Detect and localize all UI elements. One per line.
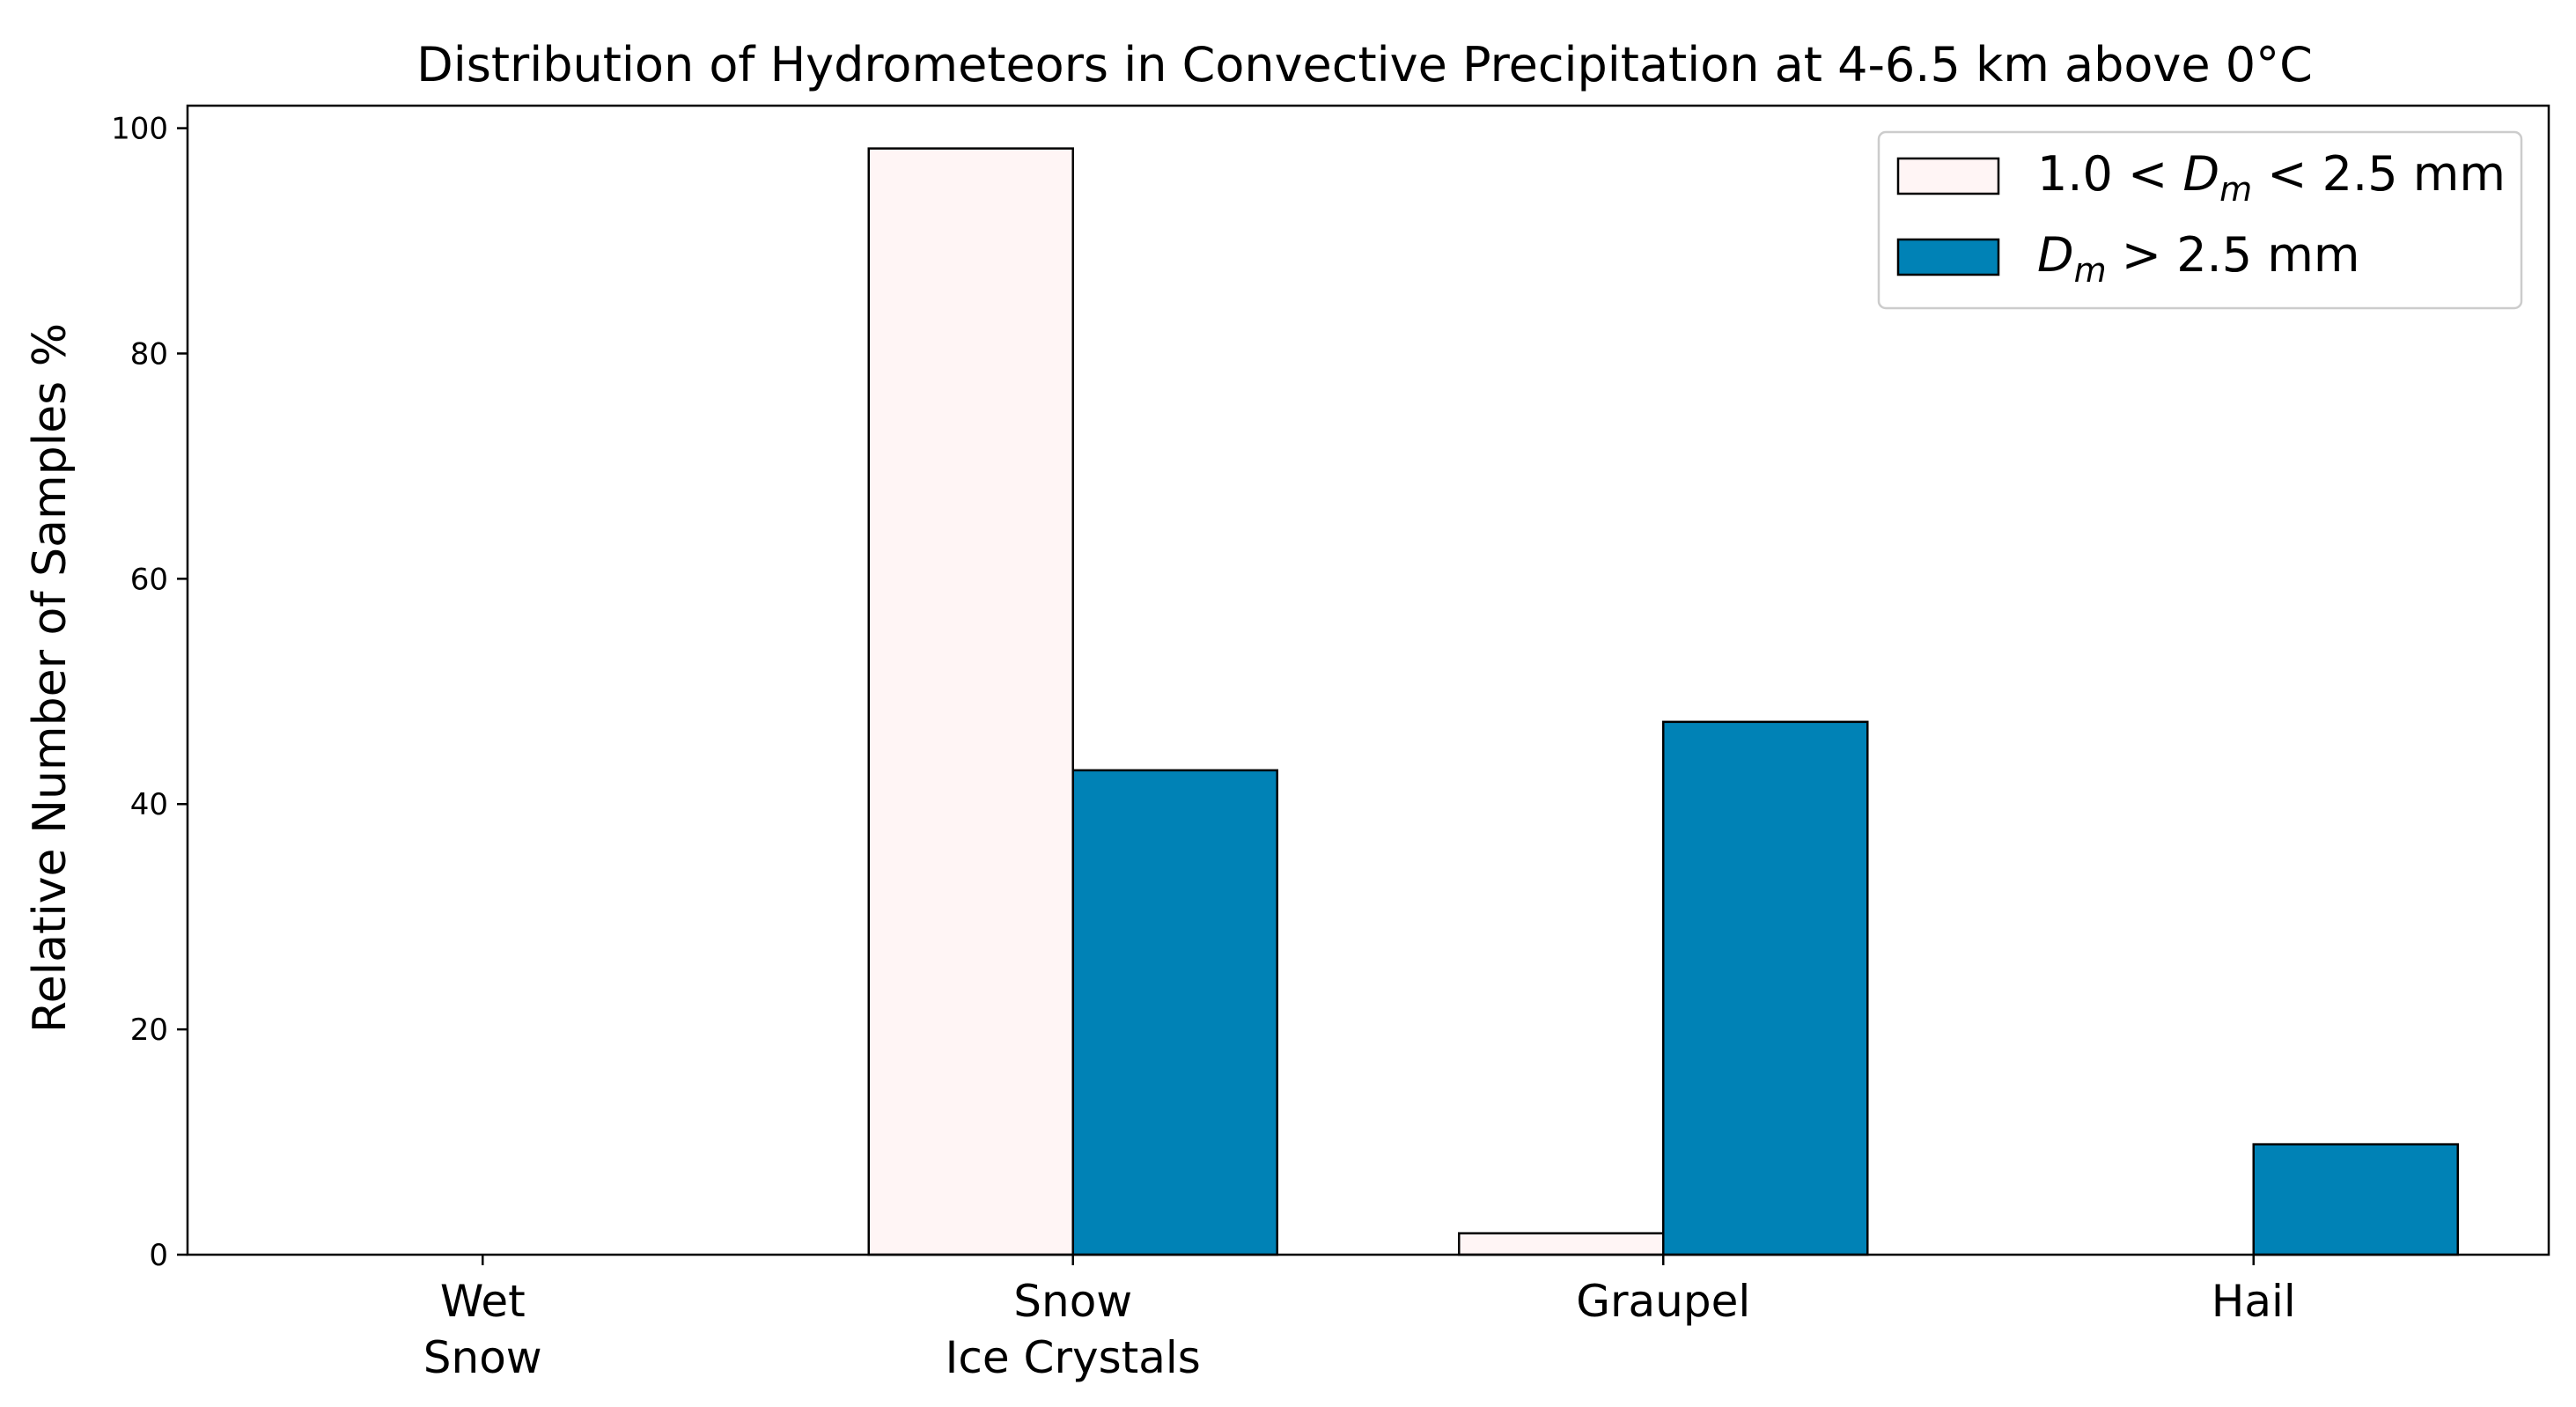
y-tick-label-5: 100 (111, 112, 168, 147)
legend-label-2: Dm > 2.5 mm (2037, 227, 2359, 290)
bar-series2-cat4 (2252, 1143, 2459, 1256)
x-tick-label-0: Wet Snow (423, 1276, 542, 1383)
legend-swatch-2 (1896, 238, 2000, 276)
bar-series2-cat3 (1662, 720, 1869, 1256)
y-tick-label-4: 80 (130, 336, 168, 372)
bar-series1-cat2 (867, 147, 1074, 1256)
legend: 1.0 < Dm < 2.5 mm Dm > 2.5 mm (1877, 130, 2523, 310)
legend-label-1: 1.0 < Dm < 2.5 mm (2037, 146, 2506, 209)
y-tick-label-2: 40 (130, 787, 168, 822)
y-tick-label-1: 20 (130, 1013, 168, 1048)
y-axis-label: Relative Number of Samples % (24, 323, 77, 1033)
legend-box (1877, 130, 2523, 310)
bar-series1-cat3 (1458, 1232, 1665, 1256)
plot-area: 0 20 40 60 80 100 Wet Snow Snow Ice Crystals Graup… (111, 104, 2550, 1383)
plot-frame (186, 104, 2550, 1256)
legend-swatch-1 (1896, 157, 2000, 195)
x-tick-label-1: Snow Ice Crystals (946, 1276, 1201, 1383)
x-tick-label-3: Hail (2212, 1276, 2296, 1327)
chart-title: Distribution of Hydrometeors in Convecti… (416, 37, 2313, 92)
bar-series2-cat2 (1071, 769, 1278, 1256)
y-tick-label-3: 60 (130, 562, 168, 597)
y-tick-label-0: 0 (149, 1238, 168, 1273)
x-tick-label-2: Graupel (1576, 1276, 1750, 1327)
